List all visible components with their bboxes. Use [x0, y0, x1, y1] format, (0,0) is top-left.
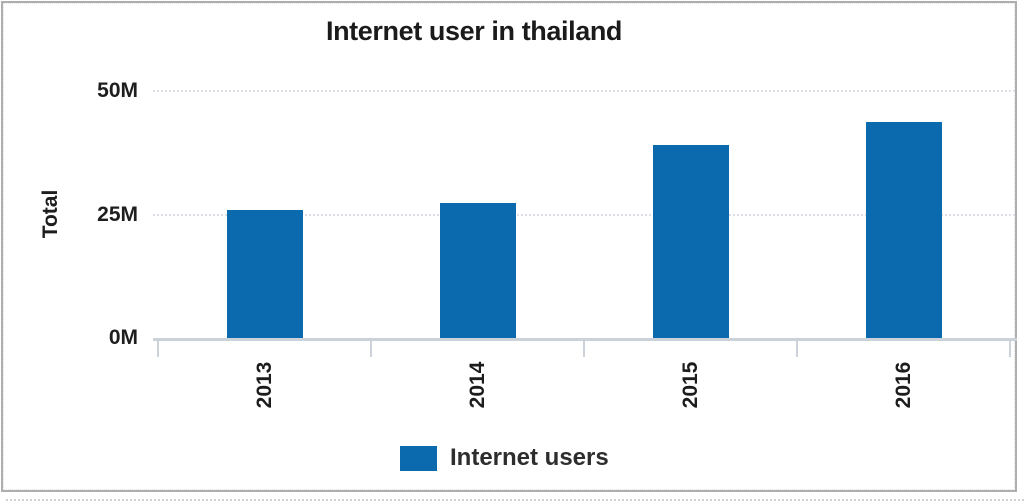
bar-2013	[226, 209, 303, 338]
x-axis-tick	[796, 341, 798, 357]
x-axis-tick	[157, 341, 159, 357]
legend-label: Internet users	[450, 444, 609, 471]
legend: Internet users	[400, 444, 609, 472]
y-tick-label-50M: 50M	[97, 79, 138, 102]
x-axis-tick	[1009, 341, 1011, 357]
bar-2016	[865, 122, 942, 338]
y-tick-label-0M: 0M	[108, 326, 138, 349]
gridline-50M	[153, 90, 1015, 92]
x-tick-label-2013: 2013	[252, 361, 276, 409]
legend-swatch	[400, 445, 437, 471]
x-axis-tick	[583, 341, 585, 357]
bar-2014	[439, 202, 516, 338]
page-bottom-edge	[6, 499, 1024, 501]
x-tick-label-2014: 2014	[465, 361, 489, 409]
chart-frame: Internet user in thailand Total Internet…	[1, 1, 1017, 492]
bar-2015	[652, 145, 729, 338]
y-tick-label-25M: 25M	[97, 202, 138, 226]
x-axis-tick	[370, 341, 372, 357]
x-tick-label-2016: 2016	[891, 361, 915, 409]
chart-title: Internet user in thailand	[325, 16, 623, 46]
gridline-25M	[153, 213, 1015, 216]
x-tick-label-2015: 2015	[678, 361, 702, 409]
x-axis-line	[153, 338, 1017, 341]
